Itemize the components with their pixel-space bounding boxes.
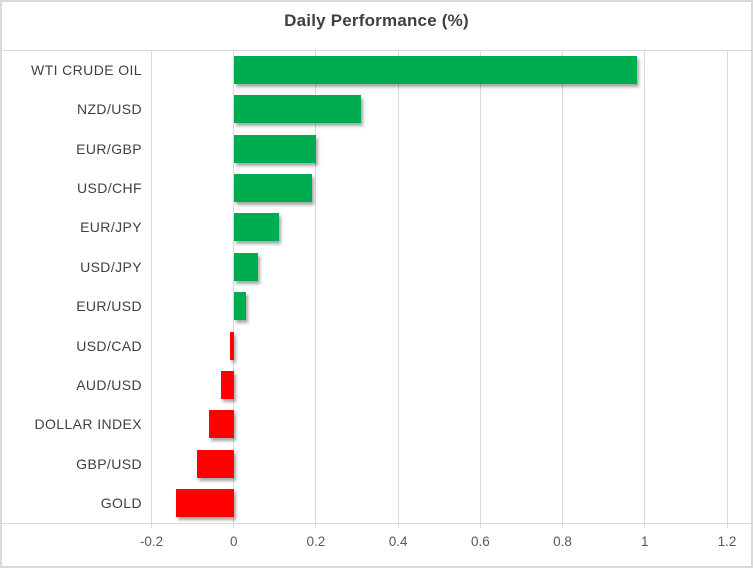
chart-title: Daily Performance (%) xyxy=(284,11,469,30)
bar-usd-jpy xyxy=(233,252,259,281)
gridline xyxy=(479,50,481,528)
x-tick-label: -0.2 xyxy=(139,534,164,549)
gridline xyxy=(644,50,646,528)
category-label-eur-gbp: EUR/GBP xyxy=(76,140,142,157)
x-tick-label: 0.4 xyxy=(388,534,408,549)
category-label-wti-crude-oil: WTI CRUDE OIL xyxy=(31,61,142,78)
x-tick-label: 0 xyxy=(229,534,238,549)
category-label-nzd-usd: NZD/USD xyxy=(76,101,142,118)
bar-usd-cad xyxy=(229,331,234,360)
category-label-usd-jpy: USD/JPY xyxy=(80,258,142,275)
gridline xyxy=(726,50,728,528)
x-tick-label: 0.8 xyxy=(553,534,572,549)
x-tick-label: 0.6 xyxy=(470,534,490,549)
bar-eur-gbp xyxy=(233,134,316,163)
gridline xyxy=(562,50,564,528)
category-label-gold: GOLD xyxy=(100,495,142,512)
bar-aud-usd xyxy=(221,371,234,400)
gridline xyxy=(151,50,152,528)
x-tick-label: 0.2 xyxy=(306,534,326,549)
gridline xyxy=(233,50,235,528)
bar-eur-usd xyxy=(233,292,247,321)
category-label-gbp-usd: GBP/USD xyxy=(76,455,142,472)
gridline xyxy=(315,50,317,528)
bar-usd-chf xyxy=(233,173,312,202)
bar-eur-jpy xyxy=(233,213,279,242)
category-label-usd-chf: USD/CHF xyxy=(76,179,142,196)
category-label-eur-jpy: EUR/JPY xyxy=(80,219,142,236)
category-label-eur-usd: EUR/USD xyxy=(76,298,142,315)
category-label-dollar-index: DOLLAR INDEX xyxy=(34,416,142,433)
bar-gold xyxy=(176,489,234,518)
category-label-aud-usd: AUD/USD xyxy=(76,377,142,394)
x-axis-line xyxy=(2,523,751,524)
category-label-usd-cad: USD/CAD xyxy=(76,337,142,354)
x-tick-label: 1.2 xyxy=(717,534,737,549)
bar-gbp-usd xyxy=(196,449,234,478)
bar-wti-crude-oil xyxy=(233,55,637,84)
plot-top-border xyxy=(2,50,751,51)
gridline xyxy=(397,50,399,528)
bar-dollar-index xyxy=(209,410,234,439)
x-tick-label: 1 xyxy=(641,534,649,549)
bar-nzd-usd xyxy=(233,95,362,124)
